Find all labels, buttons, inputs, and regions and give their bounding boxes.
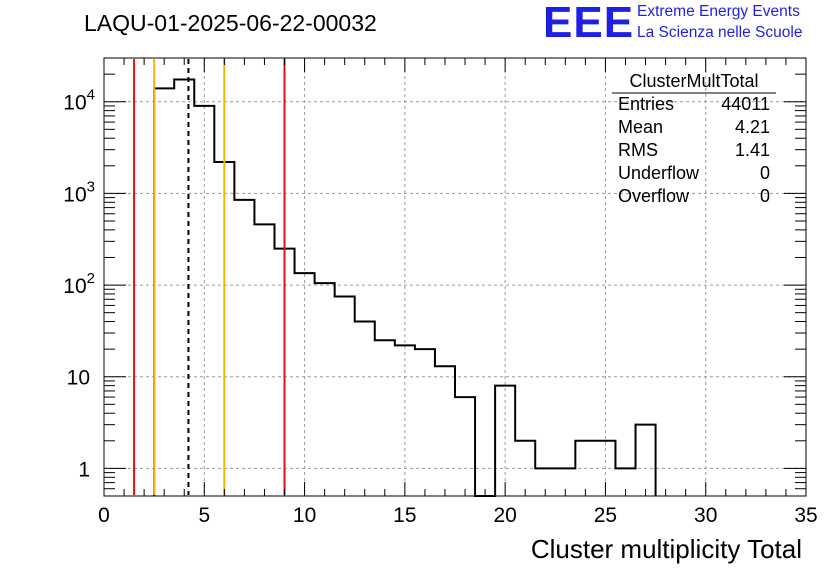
x-tick-label: 5 (198, 504, 210, 527)
stats-label: Entries (618, 94, 674, 114)
x-tick-label: 20 (493, 504, 516, 527)
histogram-bin (455, 397, 475, 496)
y-tick-label: 102 (63, 270, 95, 298)
histogram-bin (234, 200, 254, 496)
x-axis-title: Cluster multiplicity Total (530, 534, 802, 564)
stats-box-title: ClusterMultTotal (629, 71, 758, 91)
histogram-bin (495, 386, 515, 496)
plot-title: LAQU-01-2025-06-22-00032 (84, 10, 377, 36)
histogram-outline (153, 78, 657, 497)
x-tick-label: 15 (393, 504, 416, 527)
stats-value: 0 (760, 163, 770, 183)
x-tick-label: 35 (794, 504, 817, 527)
stats-label: Mean (618, 117, 663, 137)
y-tick-label: 103 (63, 178, 95, 206)
plot-area (104, 58, 806, 496)
y-tick-label: 1 (78, 458, 90, 481)
histogram-bin (415, 349, 435, 496)
stats-value: 1.41 (735, 140, 770, 160)
stats-label: Underflow (618, 163, 700, 183)
stats-value: 4.21 (735, 117, 770, 137)
eee-logo: EEE Extreme Energy Events La Scienza nel… (543, 0, 833, 48)
histogram-bin (355, 322, 375, 496)
histogram-bin (254, 224, 274, 496)
histogram-bin (375, 340, 395, 496)
eee-logo-line2: La Scienza nelle Scuole (637, 24, 803, 41)
histogram-bin (395, 345, 415, 496)
x-tick-label: 30 (694, 504, 717, 527)
histogram-bin (515, 441, 535, 496)
x-tick-label: 25 (594, 504, 617, 527)
histogram-bin (315, 283, 335, 496)
stats-value: 0 (760, 186, 770, 206)
x-tick-label: 10 (293, 504, 316, 527)
stats-label: RMS (618, 140, 658, 160)
histogram-bin (295, 273, 315, 496)
eee-logo-mark: EEE (543, 0, 635, 47)
histogram-bin (335, 297, 355, 496)
x-tick-label: 0 (98, 504, 110, 527)
histogram-bin (575, 441, 595, 496)
histogram-bin (174, 79, 194, 496)
plot-frame (103, 57, 807, 497)
y-tick-label: 10 (67, 367, 90, 390)
histogram-bin (154, 88, 174, 496)
stats-label: Overflow (618, 186, 690, 206)
histogram-bin (435, 366, 455, 496)
eee-logo-line1: Extreme Energy Events (637, 3, 800, 20)
histogram-bin (194, 106, 214, 496)
y-tick-label: 104 (63, 87, 95, 115)
stats-value: 44011 (721, 94, 770, 114)
histogram-bin (636, 425, 656, 496)
